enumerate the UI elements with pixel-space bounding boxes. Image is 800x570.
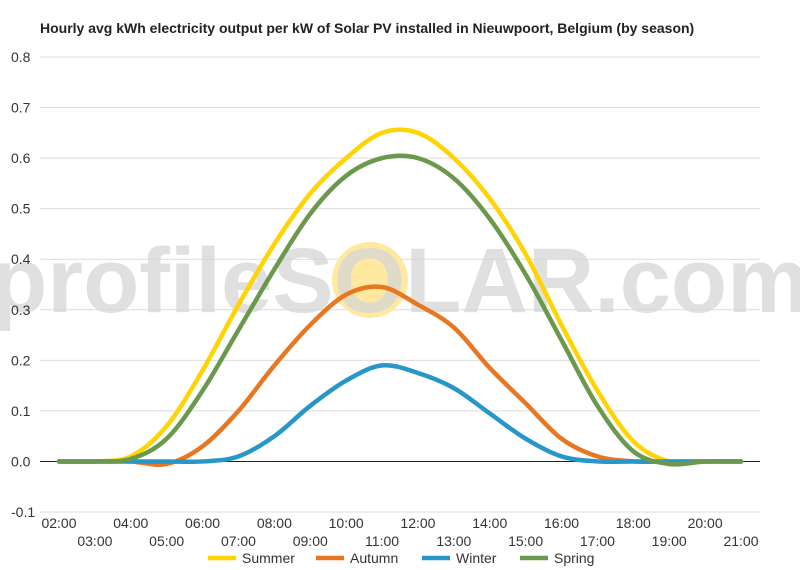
y-tick-label: 0.3 bbox=[11, 302, 31, 318]
x-tick-label: 03:00 bbox=[77, 533, 112, 549]
watermark: profileSOLAR.com bbox=[0, 230, 800, 332]
x-tick-label: 20:00 bbox=[688, 515, 723, 531]
x-tick-label: 07:00 bbox=[221, 533, 256, 549]
x-tick-label: 10:00 bbox=[329, 515, 364, 531]
legend-label-summer: Summer bbox=[242, 550, 295, 566]
x-axis-ticks: 02:0003:0004:0005:0006:0007:0008:0009:00… bbox=[41, 515, 758, 549]
y-tick-label: 0.4 bbox=[11, 251, 31, 267]
x-tick-label: 16:00 bbox=[544, 515, 579, 531]
legend-label-spring: Spring bbox=[554, 550, 594, 566]
x-tick-label: 17:00 bbox=[580, 533, 615, 549]
y-tick-label: 0.8 bbox=[11, 49, 31, 65]
x-tick-label: 18:00 bbox=[616, 515, 651, 531]
y-tick-label: 0.2 bbox=[11, 352, 31, 368]
x-tick-label: 15:00 bbox=[508, 533, 543, 549]
y-tick-label: 0.7 bbox=[11, 100, 31, 116]
x-tick-label: 02:00 bbox=[41, 515, 76, 531]
x-tick-label: 08:00 bbox=[257, 515, 292, 531]
x-tick-label: 05:00 bbox=[149, 533, 184, 549]
x-tick-label: 13:00 bbox=[436, 533, 471, 549]
y-tick-label: 0.6 bbox=[11, 150, 31, 166]
watermark-sun-icon bbox=[332, 242, 408, 318]
x-tick-label: 11:00 bbox=[365, 533, 399, 549]
watermark-text: profileSOLAR.com bbox=[0, 230, 800, 332]
y-tick-label: -0.1 bbox=[11, 504, 35, 520]
x-tick-label: 12:00 bbox=[400, 515, 435, 531]
legend-label-autumn: Autumn bbox=[350, 550, 398, 566]
x-tick-label: 14:00 bbox=[472, 515, 507, 531]
legend: Summer Autumn Winter Spring bbox=[208, 550, 594, 566]
series-lines bbox=[56, 127, 744, 467]
y-tick-label: 0.1 bbox=[11, 403, 31, 419]
chart-title: Hourly avg kWh electricity output per kW… bbox=[40, 20, 694, 36]
x-tick-label: 19:00 bbox=[652, 533, 687, 549]
y-tick-label: 0.0 bbox=[11, 453, 31, 469]
series-line-summer bbox=[56, 127, 744, 466]
legend-label-winter: Winter bbox=[456, 550, 497, 566]
y-tick-label: 0.5 bbox=[11, 201, 31, 217]
x-tick-label: 06:00 bbox=[185, 515, 220, 531]
x-tick-label: 04:00 bbox=[113, 515, 148, 531]
x-tick-label: 09:00 bbox=[293, 533, 328, 549]
y-axis-ticks: 0.8 0.7 0.6 0.5 0.4 0.3 0.2 0.1 0.0 -0.1 bbox=[11, 49, 35, 520]
series-line-winter bbox=[56, 362, 744, 465]
x-tick-label: 21:00 bbox=[723, 533, 758, 549]
series-line-spring bbox=[56, 153, 744, 467]
